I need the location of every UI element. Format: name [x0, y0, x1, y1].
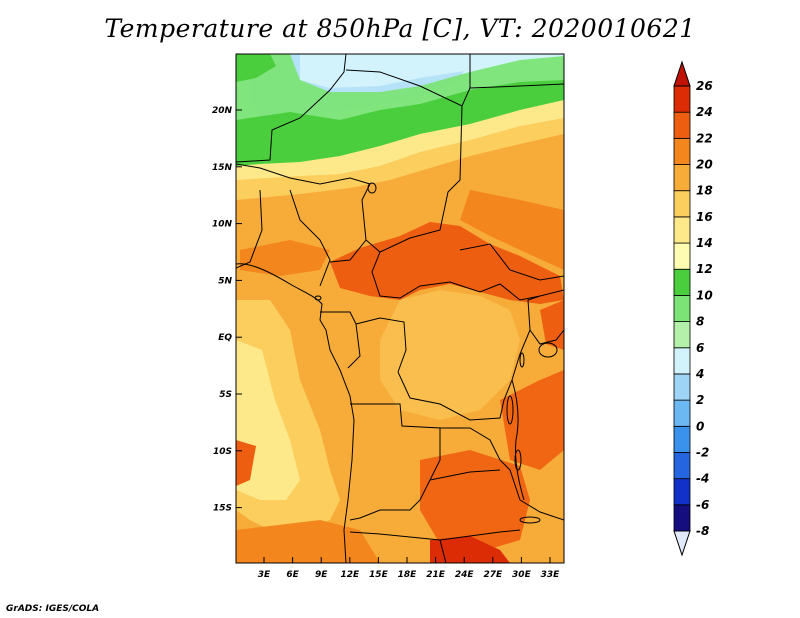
colorbar-segment [673, 242, 691, 270]
map-frame [235, 53, 565, 564]
colorbar-label: -4 [696, 472, 709, 486]
colorbar-segment [673, 425, 691, 453]
lat-tick-label: EQ [218, 333, 232, 343]
lon-tick-label: 12E [340, 570, 360, 580]
colorbar-label: 26 [696, 79, 713, 93]
colorbar-label: 6 [696, 341, 704, 355]
colorbar-segment [673, 347, 691, 375]
latitude-axis: 20N 15N 10N 5N EQ 5S 10S 15S [212, 106, 242, 514]
colorbar-segment [673, 137, 691, 165]
colorbar-label: 22 [696, 131, 713, 145]
colorbar-segment [673, 164, 691, 192]
colorbar-label: 16 [696, 210, 713, 224]
lon-tick-label: 30E [512, 570, 532, 580]
lat-tick-label: 5S [219, 390, 232, 400]
longitude-axis: 3E 6E 9E 12E 15E 18E 21E 24E 27E 30E 33E [258, 557, 560, 580]
colorbar-label: 4 [695, 367, 704, 381]
lon-tick-label: 21E [426, 570, 446, 580]
colorbar-label: 20 [696, 158, 713, 172]
colorbar-segment [673, 504, 691, 532]
colorbar-label: 18 [696, 184, 713, 198]
colorbar-label: 8 [696, 315, 704, 329]
country-borders [236, 54, 564, 563]
colorbar-label: 12 [696, 262, 713, 276]
colorbar-label: 0 [696, 419, 704, 433]
lon-tick-label: 15E [369, 570, 389, 580]
lon-tick-label: 27E [483, 570, 503, 580]
colorbar-label: 2 [696, 393, 704, 407]
colorbar-segment [673, 452, 691, 480]
colorbar-segment [673, 268, 691, 296]
colorbar-segment [673, 478, 691, 506]
lat-tick-label: 20N [212, 106, 233, 116]
lon-tick-label: 33E [541, 570, 561, 580]
lat-tick-label: 5N [218, 276, 232, 286]
colorbar-label: -6 [696, 498, 709, 512]
colorbar-segment [673, 85, 691, 113]
colorbar-segment [673, 295, 691, 322]
lon-tick-label: 3E [258, 570, 271, 580]
colorbar-segment [673, 321, 691, 349]
temperature-field [236, 54, 564, 563]
lat-tick-label: 15S [213, 504, 232, 514]
colorbar-label: 10 [696, 288, 713, 302]
lakes [314, 182, 558, 524]
colorbar-segment [673, 190, 691, 218]
colorbar-high-triangle [673, 60, 691, 87]
colorbar-label: -2 [696, 445, 709, 459]
colorbar-label: -8 [696, 524, 709, 538]
chart-title: Temperature at 850hPa [C], VT: 202001062… [104, 14, 696, 43]
colorbar-segment [673, 111, 691, 139]
lat-tick-label: 10S [213, 447, 232, 457]
lon-tick-label: 9E [315, 570, 328, 580]
lon-tick-label: 24E [455, 570, 475, 580]
lon-tick-label: 18E [398, 570, 418, 580]
colorbar-segment [673, 216, 691, 244]
colorbar-low-triangle [673, 530, 691, 557]
lon-tick-label: 6E [286, 570, 299, 580]
lat-tick-label: 15N [212, 163, 233, 173]
colorbar-label: 14 [696, 236, 713, 250]
colorbar-segment [673, 399, 691, 427]
grads-credit: GrADS: IGES/COLA [6, 604, 100, 614]
lat-tick-label: 10N [212, 220, 233, 230]
colorbar-label: 24 [696, 105, 713, 119]
colorbar-segment [673, 373, 691, 401]
